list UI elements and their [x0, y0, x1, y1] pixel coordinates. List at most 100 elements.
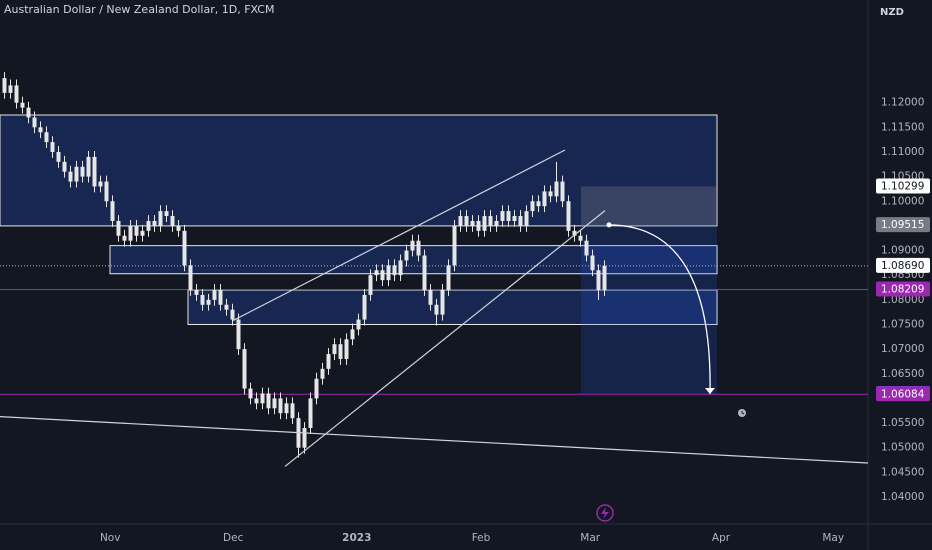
trendline — [232, 149, 566, 322]
candle-body — [200, 294, 205, 305]
y-tick-label: 1.04000 — [881, 491, 924, 503]
candle-body — [188, 265, 193, 290]
x-tick-label: Mar — [580, 532, 600, 544]
x-tick-label: Apr — [712, 532, 731, 544]
price-badge — [876, 217, 930, 233]
candle-body — [410, 240, 415, 251]
candle-body — [242, 349, 247, 389]
candle-body — [8, 85, 13, 93]
y-tick-label: 1.11500 — [881, 121, 924, 133]
candle-body — [314, 378, 319, 399]
candle-body — [416, 240, 421, 256]
candle-body — [134, 225, 139, 236]
y-tick-label: 1.04500 — [881, 466, 924, 478]
candle-body — [308, 398, 313, 428]
candle-body — [386, 265, 391, 281]
title-bg — [0, 0, 238, 18]
candle-body — [380, 270, 385, 281]
candle-body — [464, 216, 469, 226]
overlay — [0, 149, 869, 467]
y-tick-label: 1.05500 — [881, 417, 924, 429]
candle-body — [14, 85, 19, 103]
candle-body — [548, 191, 553, 197]
y-tick-label: 1.10000 — [881, 195, 924, 207]
candle-body — [158, 211, 163, 226]
candle-body — [404, 250, 409, 261]
price-badge — [876, 281, 930, 297]
candle-body — [206, 299, 211, 305]
candle-body — [572, 230, 577, 236]
candle-body — [266, 393, 271, 409]
projection-head — [705, 387, 715, 394]
clock-icon[interactable] — [738, 409, 746, 417]
candle-body — [20, 102, 25, 108]
candle-body — [494, 220, 499, 226]
candle-body — [602, 265, 607, 290]
candle-body — [176, 225, 181, 231]
price-badge-label: 1.06084 — [881, 388, 925, 400]
drawings — [0, 114, 868, 395]
trendline — [0, 416, 869, 464]
candles — [2, 72, 607, 458]
candle-body — [248, 388, 253, 399]
candle-body — [470, 220, 475, 226]
candle-body — [86, 156, 91, 177]
candle-body — [290, 403, 295, 419]
y-tick-label: 1.08000 — [881, 294, 924, 306]
candle-body — [500, 211, 505, 221]
currency-label: NZD — [880, 7, 904, 18]
candle-body — [104, 181, 109, 202]
candle-body — [260, 393, 265, 404]
projection-arrow — [608, 224, 711, 394]
candle-body — [122, 235, 127, 241]
candle-body — [44, 132, 49, 143]
candle-body — [368, 275, 373, 295]
candle-body — [320, 368, 325, 379]
stop-area — [581, 186, 717, 226]
candle-body — [356, 319, 361, 330]
chart-title: Australian Dollar / New Zealand Dollar, … — [4, 3, 274, 16]
projection-start — [606, 222, 612, 228]
x-tick-label: May — [822, 532, 844, 544]
candle-body — [560, 181, 565, 202]
candle-body — [230, 309, 235, 320]
candle-body — [116, 220, 121, 236]
candle-body — [530, 201, 535, 212]
x-tick-label: Dec — [223, 532, 244, 544]
price-badge-label: 1.10299 — [881, 181, 924, 193]
candle-body — [68, 171, 73, 182]
candle-body — [566, 201, 571, 231]
y-tick-label: 1.12000 — [881, 97, 924, 109]
price-badge-label: 1.08209 — [881, 284, 924, 296]
candle-body — [2, 78, 7, 93]
x-tick-label: Nov — [100, 532, 121, 544]
candle-body — [440, 289, 445, 315]
trendline — [284, 210, 606, 467]
target-area — [581, 225, 717, 394]
candle-body — [434, 304, 439, 315]
candle-body — [344, 339, 349, 359]
candle-body — [98, 181, 103, 187]
candle-body — [326, 354, 331, 369]
alert-icon[interactable] — [596, 504, 614, 522]
candle-body — [482, 216, 487, 231]
candle-body — [506, 211, 511, 221]
y-tick-label: 1.06500 — [881, 368, 924, 380]
candle-body — [428, 289, 433, 305]
candle-body — [590, 255, 595, 271]
candle-body — [152, 220, 157, 226]
candle-body — [32, 117, 37, 128]
price-badge-label: 1.09515 — [881, 219, 924, 231]
candle-body — [182, 230, 187, 266]
candle-body — [26, 107, 31, 118]
candle-body — [422, 255, 427, 290]
y-tick-label: 1.09000 — [881, 245, 924, 257]
candle-body — [128, 225, 133, 241]
candle-body — [338, 344, 343, 359]
candle-body — [488, 216, 493, 226]
candle-body — [170, 216, 175, 226]
candle-body — [542, 191, 547, 207]
candle-body — [38, 127, 43, 133]
